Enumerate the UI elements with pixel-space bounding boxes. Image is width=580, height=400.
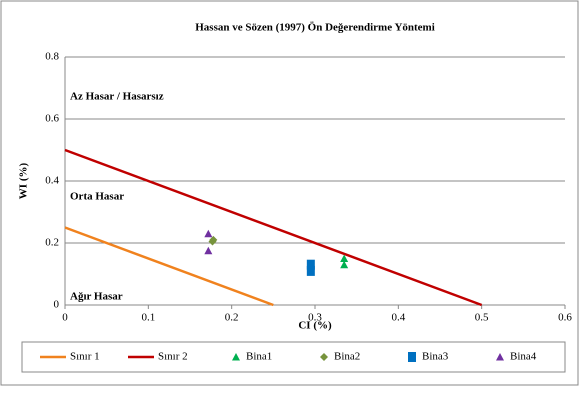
annotation: Orta Hasar <box>70 191 124 203</box>
legend-label: Sınır 2 <box>158 351 188 363</box>
legend-swatch <box>408 352 416 362</box>
point <box>340 260 349 269</box>
x-tick-label: 0 <box>62 312 68 324</box>
point <box>209 235 218 244</box>
y-tick-label: 0.4 <box>45 175 59 187</box>
point <box>306 259 315 270</box>
annotation: Ağır Hasar <box>70 291 123 303</box>
legend-swatch <box>320 353 328 361</box>
series-line <box>64 226 274 307</box>
point <box>306 265 315 276</box>
legend-label: Bina1 <box>246 351 272 363</box>
series-line <box>64 148 483 307</box>
legend-swatch <box>232 353 240 361</box>
legend-label: Bina4 <box>510 351 537 363</box>
point <box>340 254 349 262</box>
chart-title: Hassan ve Sözen (1997) Ön Değerendirme Y… <box>195 21 435 34</box>
legend-label: Bina2 <box>334 351 360 363</box>
x-tick-label: 0.6 <box>558 312 572 324</box>
x-tick-label: 0.4 <box>391 312 405 324</box>
x-tick-label: 0.3 <box>308 312 322 324</box>
y-axis-label: WI (%) <box>18 162 30 199</box>
annotation: Az Hasar / Hasarsız <box>70 91 164 103</box>
x-axis-label: CI (%) <box>298 320 332 332</box>
x-tick-label: 0.2 <box>225 312 239 324</box>
y-tick-label: 0.6 <box>45 113 59 125</box>
legend-label: Bina3 <box>422 351 449 363</box>
x-tick-label: 0.5 <box>475 312 489 324</box>
point <box>204 229 213 238</box>
x-tick-label: 0.1 <box>141 312 155 324</box>
y-tick-label: 0.8 <box>45 51 59 63</box>
y-tick-label: 0.2 <box>45 237 59 249</box>
chart-border <box>0 0 579 386</box>
y-tick-label: 0 <box>54 299 60 311</box>
legend-label: Sınır 1 <box>70 351 100 363</box>
legend-swatch <box>496 353 504 361</box>
point <box>204 246 213 255</box>
legend-box <box>21 341 566 373</box>
